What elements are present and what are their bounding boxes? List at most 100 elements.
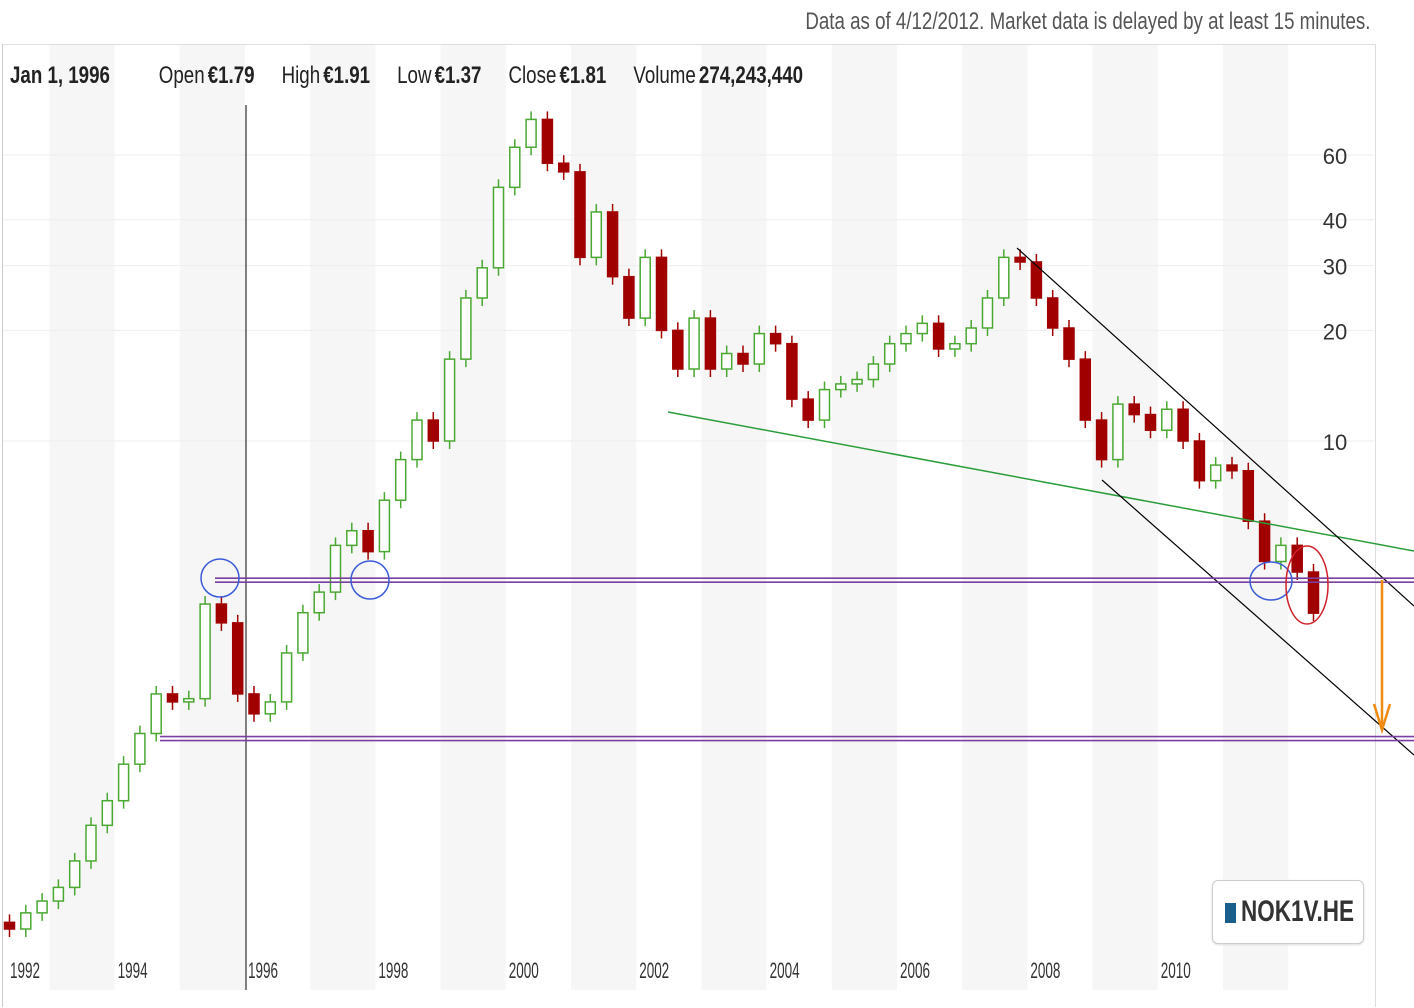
candle-body (835, 383, 847, 391)
candle-body (1030, 261, 1043, 299)
candle-body (166, 693, 179, 703)
candle-body (411, 419, 423, 461)
legend-box[interactable]: NOK1V.HE (1212, 880, 1364, 944)
blue-circle-2011 (1249, 561, 1293, 601)
x-tick-label: 1992 (10, 958, 40, 983)
candle-body (248, 693, 260, 715)
legend-swatch (1225, 903, 1236, 923)
candle (1128, 396, 1140, 423)
candle-body (672, 329, 684, 370)
year-bands (49, 45, 1289, 990)
candle (753, 325, 766, 373)
candle-body (1112, 403, 1124, 461)
candle (199, 596, 211, 707)
candle-body (150, 693, 162, 735)
candle-body (1242, 469, 1255, 522)
data-delay-note: Data as of 4/12/2012. Market data is del… (804, 8, 1370, 35)
y-tick-label: 10 (1323, 430, 1347, 455)
candle (215, 596, 228, 631)
candle (378, 492, 391, 560)
candle-body (851, 378, 863, 385)
year-band (179, 45, 245, 990)
candle (411, 412, 423, 468)
year-band (962, 45, 1028, 990)
candle-body (85, 824, 97, 862)
candle (1030, 253, 1043, 306)
candle (117, 756, 130, 809)
candle-body (1161, 408, 1173, 431)
candle-body (1193, 440, 1206, 482)
candle (264, 693, 277, 722)
candle (639, 249, 651, 327)
candle-body (916, 322, 929, 335)
x-tick-label: 2004 (770, 958, 800, 983)
candle-body (1046, 297, 1059, 329)
candle (916, 315, 929, 342)
volume-value: 274,243,440 (698, 62, 804, 89)
candle (900, 325, 912, 352)
channel-lower-line (1101, 479, 1414, 756)
candle-body (443, 358, 456, 442)
candle (981, 289, 994, 336)
candle-body (492, 186, 505, 269)
candle (1112, 396, 1124, 468)
candle (20, 904, 32, 938)
candle (476, 259, 488, 306)
candle (1307, 564, 1320, 622)
candle (1291, 537, 1303, 581)
y-tick-label: 30 (1323, 255, 1347, 280)
candle (704, 310, 717, 378)
candle-body (346, 529, 358, 547)
candle-body (981, 297, 994, 329)
high-value: €1.91 (323, 62, 371, 89)
readout-date: Jan 1, 1996 (10, 62, 110, 89)
candle-body (183, 697, 195, 703)
candle-body (101, 799, 114, 827)
candle (655, 249, 668, 339)
candle (590, 203, 603, 266)
candle-body (1226, 464, 1238, 472)
candle-body (134, 732, 146, 765)
candle-body (720, 352, 733, 370)
low-label: Low (397, 62, 432, 89)
candle (183, 690, 195, 710)
candle-body (1128, 403, 1140, 416)
candle (883, 335, 896, 373)
x-tick-label: 2006 (900, 958, 930, 983)
candle (134, 725, 146, 773)
candle (851, 371, 863, 392)
low-value: €1.37 (434, 62, 482, 89)
legend-symbol: NOK1V.HE (1241, 895, 1354, 928)
candle (85, 817, 97, 869)
candle-body (199, 603, 211, 700)
x-tick-label: 2000 (509, 958, 539, 983)
target-arrow-head (1372, 703, 1392, 735)
candle-body (427, 419, 440, 442)
candle (623, 268, 635, 327)
candle-body (883, 342, 896, 365)
candle (394, 451, 407, 509)
candle-body (68, 860, 81, 889)
candle (1209, 457, 1222, 489)
candle-body (574, 171, 586, 259)
candle (606, 203, 619, 285)
candle-body (215, 603, 228, 624)
candle-body (297, 611, 309, 654)
candle-body (932, 322, 945, 350)
year-band (1092, 45, 1158, 990)
candle (101, 792, 114, 834)
candle (443, 351, 456, 449)
candle (1177, 401, 1189, 449)
candle-body (460, 297, 472, 360)
candle-body (394, 458, 407, 501)
candle (688, 310, 700, 378)
candle-body (1079, 358, 1092, 421)
candle (52, 879, 65, 910)
candle-body (867, 363, 880, 381)
candle (1046, 289, 1059, 336)
candle-body (1063, 327, 1075, 360)
candle (150, 685, 162, 742)
x-tick-label: 2008 (1030, 958, 1060, 983)
candle (835, 375, 847, 398)
